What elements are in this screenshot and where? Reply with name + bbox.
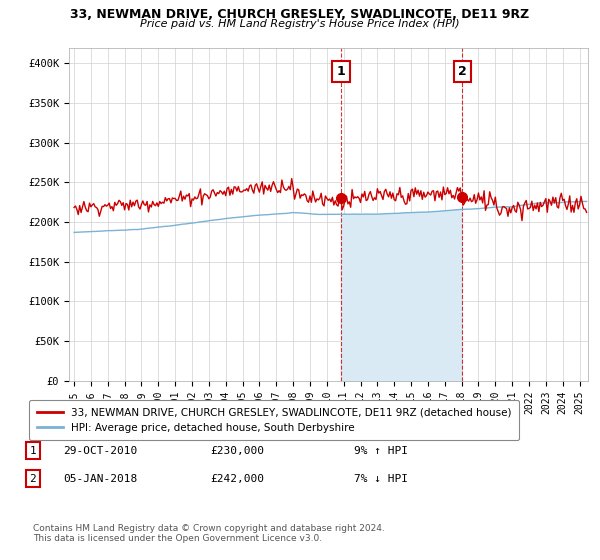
Text: 2: 2 [29,474,37,484]
Text: 29-OCT-2010: 29-OCT-2010 [63,446,137,456]
Text: Price paid vs. HM Land Registry's House Price Index (HPI): Price paid vs. HM Land Registry's House … [140,19,460,29]
Text: £230,000: £230,000 [210,446,264,456]
Text: 2: 2 [458,65,467,78]
Text: 33, NEWMAN DRIVE, CHURCH GRESLEY, SWADLINCOTE, DE11 9RZ: 33, NEWMAN DRIVE, CHURCH GRESLEY, SWADLI… [70,8,530,21]
Legend: 33, NEWMAN DRIVE, CHURCH GRESLEY, SWADLINCOTE, DE11 9RZ (detached house), HPI: A: 33, NEWMAN DRIVE, CHURCH GRESLEY, SWADLI… [29,400,518,440]
Text: 9% ↑ HPI: 9% ↑ HPI [354,446,408,456]
Text: 7% ↓ HPI: 7% ↓ HPI [354,474,408,484]
Text: 1: 1 [337,65,345,78]
Text: 1: 1 [29,446,37,456]
Text: 05-JAN-2018: 05-JAN-2018 [63,474,137,484]
Text: Contains HM Land Registry data © Crown copyright and database right 2024.
This d: Contains HM Land Registry data © Crown c… [33,524,385,543]
Text: £242,000: £242,000 [210,474,264,484]
